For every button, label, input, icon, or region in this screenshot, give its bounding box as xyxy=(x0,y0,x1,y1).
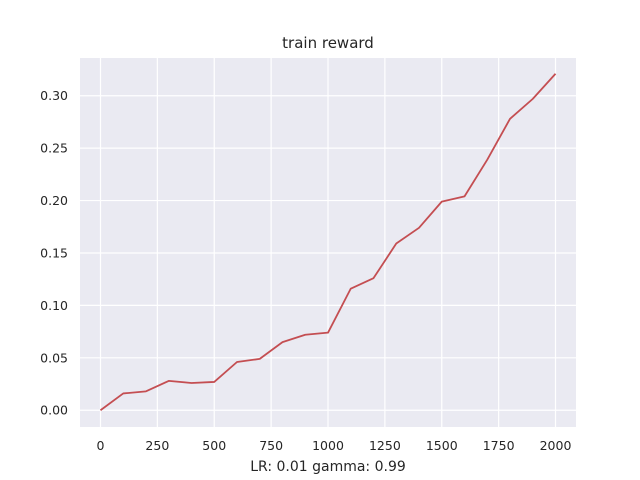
y-tick-label: 0.00 xyxy=(40,403,68,418)
x-tick-label: 2000 xyxy=(540,438,572,453)
y-tick-label: 0.05 xyxy=(40,350,68,365)
y-tick-label: 0.15 xyxy=(40,245,68,260)
y-tick-label: 0.30 xyxy=(40,88,68,103)
x-tick-label: 1500 xyxy=(426,438,458,453)
series-layer xyxy=(99,73,557,411)
x-tick-label: 0 xyxy=(97,438,105,453)
y-tick-label: 0.10 xyxy=(40,298,68,313)
x-tick-labels: 0 250 500 750 1000 1250 1500 1750 2000 xyxy=(97,438,572,453)
x-tick-label: 1750 xyxy=(483,438,515,453)
y-tick-label: 0.20 xyxy=(40,193,68,208)
x-tick-label: 500 xyxy=(202,438,226,453)
grid-lines xyxy=(80,58,576,427)
x-tick-label: 1250 xyxy=(369,438,401,453)
y-tick-label: 0.25 xyxy=(40,141,68,156)
series-line xyxy=(99,73,557,411)
x-tick-label: 250 xyxy=(145,438,169,453)
chart-title: train reward xyxy=(282,34,374,52)
y-tick-labels: 0.00 0.05 0.10 0.15 0.20 0.25 0.30 xyxy=(40,88,68,417)
x-axis-label: LR: 0.01 gamma: 0.99 xyxy=(250,459,406,475)
x-tick-label: 1000 xyxy=(312,438,344,453)
x-tick-label: 750 xyxy=(259,438,283,453)
